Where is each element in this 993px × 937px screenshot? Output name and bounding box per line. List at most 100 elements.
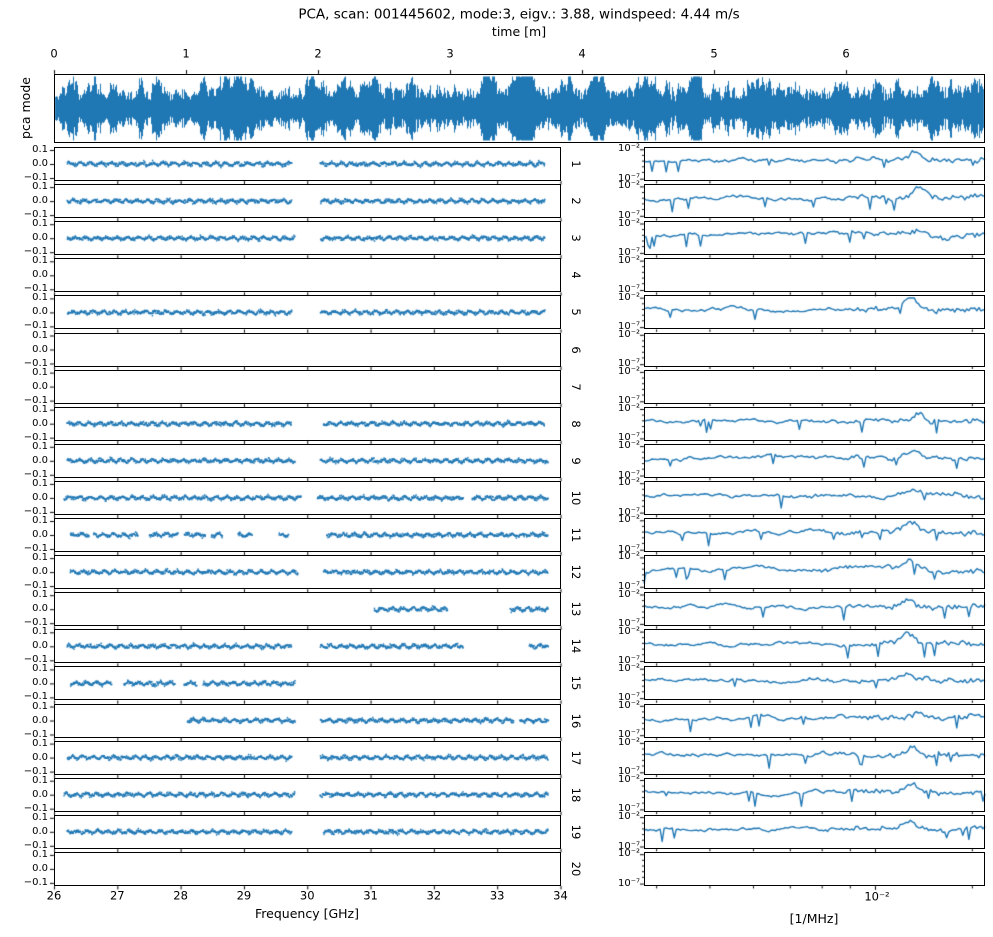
- right-subplot-row-9: [644, 443, 985, 478]
- left-ytick-label: −0.1: [23, 320, 48, 332]
- left-ytick-label: −0.1: [23, 394, 48, 406]
- left-ytick-label: 0.1: [32, 774, 48, 786]
- psd-ytick-label: 10⁻⁷: [617, 766, 640, 778]
- psd-ytick-label: 10⁻⁷: [617, 469, 640, 481]
- left-ytick-label: −0.1: [23, 209, 48, 221]
- psd-ytick-label: 10⁻⁷: [617, 580, 640, 592]
- row-number-label: 5: [568, 308, 583, 317]
- right-subplot-row-15: [644, 666, 985, 701]
- psd-ytick-label: 10⁻⁷: [617, 172, 640, 184]
- psd-ytick-label: 10⁻⁷: [617, 246, 640, 258]
- left-subplot-row-19: [54, 814, 561, 849]
- right-subplot-row-18: [644, 777, 985, 812]
- time-tick-label: 6: [842, 46, 850, 61]
- psd-ytick-label: 10⁻²: [617, 180, 640, 192]
- left-ytick-label: 0.1: [32, 737, 48, 749]
- psd-ytick-label: 10⁻²: [617, 291, 640, 303]
- pca-mode-ylabel: pca mode: [17, 77, 33, 139]
- left-ytick-label: 0.0: [32, 714, 48, 726]
- time-tick-label: 3: [446, 46, 454, 61]
- row-number-label: 3: [568, 234, 583, 242]
- time-tick-label: 4: [578, 46, 586, 61]
- left-subplot-row-15: [54, 666, 561, 701]
- psd-ytick-label: 10⁻⁷: [617, 729, 640, 741]
- row-number-label: 13: [568, 601, 583, 617]
- left-ytick-label: 0.0: [32, 158, 48, 169]
- left-ytick-label: 0.0: [32, 417, 48, 429]
- psd-ytick-label: 10⁻²: [617, 848, 640, 860]
- left-ytick-label: 0.1: [32, 848, 48, 860]
- left-ytick-label: 0.0: [32, 788, 48, 800]
- left-subplot-row-2: [54, 184, 561, 219]
- psd-ytick-label: 10⁻²: [617, 365, 640, 377]
- psd-ytick-label: 10⁻²: [617, 328, 640, 340]
- left-ytick-label: −0.1: [23, 172, 48, 183]
- left-ytick-label: 0.0: [32, 269, 48, 281]
- right-subplot-row-8: [644, 406, 985, 441]
- right-subplot-row-1: [644, 147, 985, 181]
- frequency-tick-label: 33: [489, 888, 505, 903]
- left-subplot-row-5: [54, 295, 561, 330]
- time-tick-label: 0: [50, 46, 58, 61]
- row-number-label: 19: [568, 824, 583, 840]
- left-ytick-label: 0.0: [32, 306, 48, 318]
- left-ytick-label: 0.1: [32, 218, 48, 230]
- row-number-label: 9: [568, 457, 583, 465]
- left-ytick-label: 0.1: [32, 255, 48, 267]
- psd-ytick-label: 10⁻⁷: [617, 321, 640, 333]
- left-ytick-label: −0.1: [23, 580, 48, 592]
- row-number-label: 15: [568, 676, 583, 691]
- left-subplot-row-3: [54, 221, 561, 256]
- psd-ytick-label: 10⁻²: [617, 588, 640, 600]
- psd-ytick-label: 10⁻⁷: [617, 692, 640, 704]
- left-subplot-row-14: [54, 629, 561, 664]
- left-ytick-label: −0.1: [23, 802, 48, 814]
- figure-title: PCA, scan: 001445602, mode:3, eigv.: 3.8…: [298, 6, 740, 23]
- right-subplot-row-2: [644, 184, 985, 219]
- left-ytick-label: 0.1: [32, 626, 48, 638]
- time-axis-label: time [m]: [491, 23, 547, 39]
- frequency-tick-label: 28: [173, 888, 188, 903]
- left-subplot-row-11: [54, 518, 561, 552]
- row-number-label: 16: [568, 713, 583, 728]
- row-number-label: 1: [568, 160, 583, 168]
- psd-ytick-label: 10⁻⁷: [617, 506, 640, 518]
- row-number-label: 2: [568, 197, 583, 205]
- psd-ytick-label: 10⁻²: [617, 774, 640, 785]
- frequency-tick-label: 29: [236, 888, 252, 903]
- right-subplot-row-5: [644, 295, 985, 330]
- left-ytick-label: 0.1: [32, 366, 48, 378]
- left-ytick-label: 0.0: [32, 454, 48, 466]
- left-ytick-label: −0.1: [23, 543, 48, 554]
- right-subplot-row-10: [644, 480, 985, 515]
- row-number-label: 10: [568, 490, 583, 506]
- left-subplot-row-1: [54, 147, 561, 181]
- row-number-label: 11: [568, 527, 583, 543]
- left-subplot-row-17: [54, 740, 561, 775]
- psd-ytick-label: 10⁻²: [617, 217, 640, 229]
- left-ytick-label: 0.0: [32, 529, 48, 540]
- left-ytick-label: 0.1: [32, 329, 48, 341]
- left-ytick-label: −0.1: [23, 765, 48, 777]
- psd-ytick-label: 10⁻²: [617, 736, 640, 748]
- psd-ytick-label: 10⁻²: [617, 254, 640, 266]
- left-subplot-row-10: [54, 480, 561, 515]
- top-panel-box: [54, 74, 985, 143]
- right-subplot-row-4: [644, 258, 985, 293]
- left-subplot-row-12: [54, 555, 561, 590]
- left-ytick-label: 0.0: [32, 640, 48, 652]
- right-subplot-row-17: [644, 740, 985, 775]
- right-subplot-row-6: [644, 332, 985, 367]
- left-subplot-row-9: [54, 443, 561, 478]
- frequency-tick-label: 31: [363, 888, 378, 903]
- left-ytick-label: 0.1: [32, 552, 48, 564]
- psd-ytick-label: 10⁻⁷: [617, 432, 640, 444]
- left-ytick-label: −0.1: [23, 839, 48, 851]
- right-subplot-row-13: [644, 592, 985, 627]
- psd-ytick-label: 10⁻²: [617, 143, 640, 155]
- psd-ytick-label: 10⁻²: [617, 811, 640, 823]
- psd-ytick-label: 10⁻²: [617, 625, 640, 637]
- psd-ytick-label: 10⁻⁷: [617, 617, 640, 629]
- left-ytick-label: 0.0: [32, 491, 48, 503]
